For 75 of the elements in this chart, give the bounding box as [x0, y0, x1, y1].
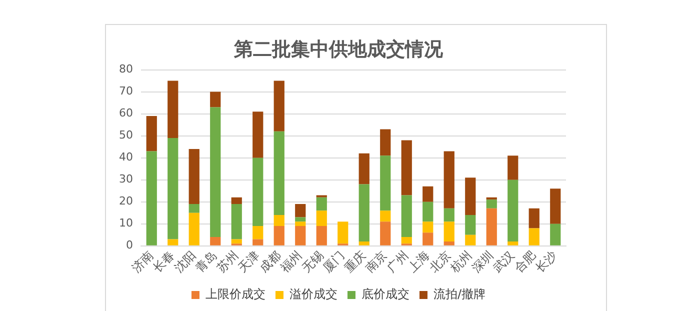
bar	[550, 188, 561, 224]
bar	[550, 224, 561, 246]
bar	[295, 222, 306, 226]
bar	[528, 208, 540, 228]
bar	[444, 208, 454, 222]
bar	[401, 195, 412, 238]
bar	[168, 239, 178, 246]
bar	[231, 239, 242, 244]
bar	[465, 234, 476, 246]
bar	[380, 210, 391, 222]
bar	[422, 186, 434, 202]
bar	[486, 200, 497, 208]
bar	[210, 92, 221, 108]
bar	[358, 184, 370, 242]
bar	[422, 232, 434, 246]
y-tick-label: 30	[118, 172, 133, 186]
bar	[252, 112, 264, 158]
bar	[358, 153, 370, 184]
bar	[210, 107, 221, 238]
y-tick-label: 0	[126, 238, 133, 252]
bar	[508, 241, 518, 246]
bar	[274, 215, 284, 226]
legend-label: 流拍/撤牌	[433, 287, 486, 302]
legend-label: 底价成交	[361, 287, 410, 302]
bar	[252, 239, 264, 246]
bar	[380, 129, 391, 156]
bar	[146, 116, 157, 152]
bar	[508, 180, 518, 242]
bar	[188, 149, 200, 204]
bar	[316, 210, 327, 226]
y-tick-label: 60	[118, 106, 133, 120]
bar	[210, 237, 221, 246]
y-tick-label: 70	[118, 84, 133, 98]
y-tick-label: 20	[118, 194, 133, 208]
bar	[252, 226, 264, 240]
bar	[444, 241, 454, 246]
bar	[274, 226, 284, 246]
y-tick-label: 80	[118, 62, 133, 76]
bar	[231, 197, 242, 204]
bar	[295, 204, 306, 218]
bar	[188, 204, 200, 213]
bar	[146, 151, 157, 246]
bar	[422, 222, 434, 233]
bar	[380, 156, 391, 211]
chart-title: 第二批集中供地成交情况	[233, 38, 444, 60]
legend-label: 上限价成交	[205, 287, 266, 302]
bar	[465, 215, 476, 235]
bar	[444, 151, 454, 208]
bar	[252, 158, 264, 226]
bar	[380, 222, 391, 246]
x-tick-label: 广州	[384, 248, 411, 276]
bar	[508, 156, 518, 180]
legend-label: 溢价成交	[289, 287, 338, 302]
bar	[465, 178, 476, 216]
bar	[401, 140, 412, 196]
bar	[444, 222, 454, 242]
y-tick-label: 10	[118, 216, 133, 230]
bar	[486, 208, 497, 246]
bar	[338, 222, 348, 244]
bar	[274, 131, 284, 216]
bar	[358, 241, 370, 246]
y-tick-label: 50	[118, 128, 133, 142]
bar	[528, 228, 540, 246]
bar	[401, 237, 412, 244]
bar	[422, 202, 434, 222]
y-tick-label: 40	[118, 150, 133, 164]
bar	[168, 138, 178, 240]
bar	[316, 197, 327, 211]
bar	[316, 226, 327, 246]
bar	[295, 226, 306, 246]
bar	[188, 212, 200, 246]
bar	[274, 80, 284, 132]
bar	[168, 80, 178, 138]
bar	[295, 217, 306, 222]
bar	[231, 204, 242, 240]
